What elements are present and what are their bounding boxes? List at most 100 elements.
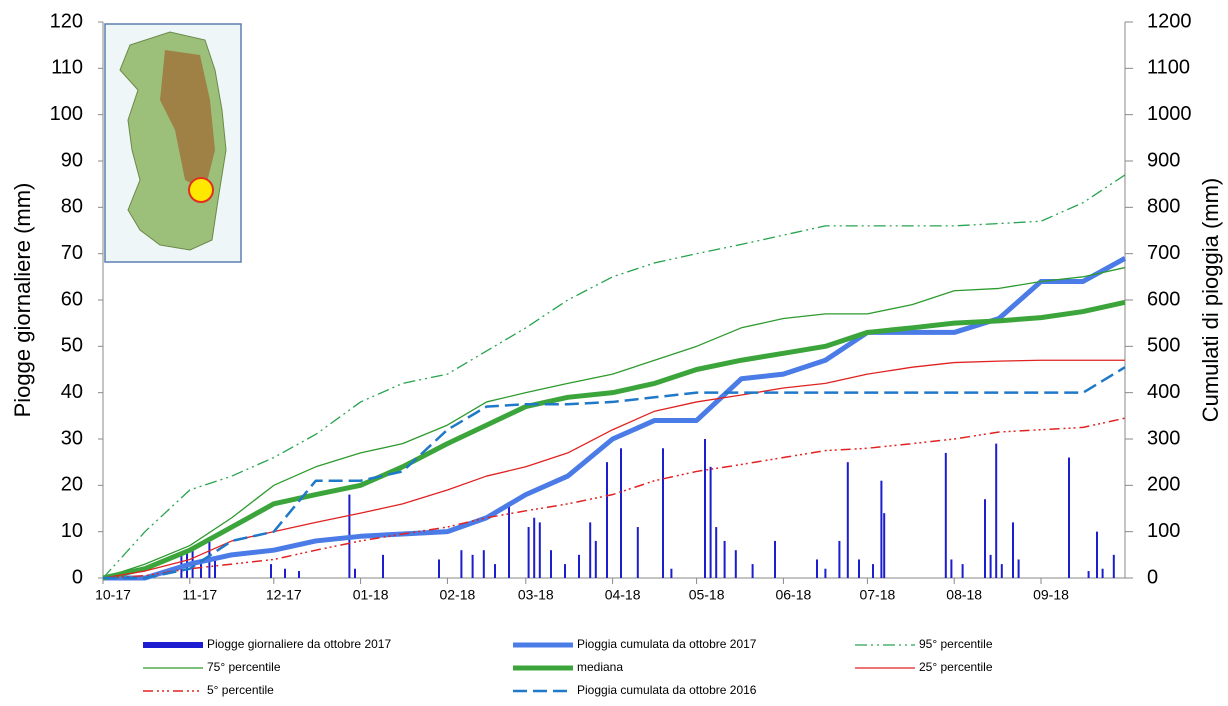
- bar: [724, 541, 726, 578]
- bar: [1088, 571, 1090, 578]
- bar: [472, 555, 474, 578]
- y2-tick-label: 1200: [1147, 10, 1192, 32]
- bar: [564, 564, 566, 578]
- bar: [528, 527, 530, 578]
- bar: [382, 555, 384, 578]
- bar: [595, 541, 597, 578]
- series-line: [103, 258, 1125, 578]
- x-tick-label: 09-18: [1033, 587, 1069, 603]
- bar: [637, 527, 639, 578]
- bar: [704, 439, 706, 578]
- bar: [539, 522, 541, 578]
- y-tick-label: 60: [61, 288, 83, 310]
- bar: [838, 541, 840, 578]
- bar: [578, 555, 580, 578]
- bar: [620, 448, 622, 578]
- map-inset: [105, 24, 241, 262]
- x-tick-label: 03-18: [518, 587, 554, 603]
- x-tick-label: 07-18: [859, 587, 895, 603]
- legend-label: Pioggia cumulata da ottobre 2017: [577, 637, 757, 651]
- bar: [438, 559, 440, 578]
- bar: [606, 462, 608, 578]
- legend-label: 95° percentile: [919, 637, 993, 651]
- bar: [858, 559, 860, 578]
- y2-tick-label: 100: [1147, 520, 1180, 542]
- bar: [735, 550, 737, 578]
- series-line: [103, 175, 1125, 578]
- y-tick-label: 50: [61, 335, 83, 357]
- legend-label: 75° percentile: [207, 660, 281, 674]
- bar: [298, 571, 300, 578]
- y2-tick-label: 0: [1147, 566, 1158, 588]
- y-tick-label: 30: [61, 427, 83, 449]
- y2-axis-title: Cumulati di pioggia (mm): [1198, 178, 1223, 423]
- y-tick-label: 90: [61, 149, 83, 171]
- legend-label: 5° percentile: [207, 683, 274, 697]
- x-tick-label: 12-17: [266, 587, 302, 603]
- bar: [1001, 564, 1003, 578]
- bar: [1096, 532, 1098, 578]
- bar: [816, 559, 818, 578]
- y2-tick-label: 200: [1147, 474, 1180, 496]
- bar: [715, 527, 717, 578]
- series-line: [103, 367, 1125, 578]
- bar: [752, 564, 754, 578]
- y2-tick-label: 400: [1147, 381, 1180, 403]
- bar: [945, 453, 947, 578]
- bar: [284, 569, 286, 578]
- bar: [270, 564, 272, 578]
- bar: [880, 481, 882, 578]
- legend-label: mediana: [577, 660, 623, 674]
- x-tick-label: 08-18: [946, 587, 982, 603]
- bar: [872, 564, 874, 578]
- bar: [460, 550, 462, 578]
- bar: [354, 569, 356, 578]
- bar: [995, 444, 997, 578]
- bar: [550, 550, 552, 578]
- y-tick-label: 100: [50, 103, 83, 125]
- x-tick-label: 10-17: [95, 587, 131, 603]
- y2-tick-label: 800: [1147, 196, 1180, 218]
- bar: [670, 569, 672, 578]
- bar: [984, 499, 986, 578]
- y2-tick-label: 900: [1147, 149, 1180, 171]
- bar: [508, 504, 510, 578]
- bar: [950, 559, 952, 578]
- x-tick-label: 06-18: [775, 587, 811, 603]
- x-tick-label: 02-18: [439, 587, 475, 603]
- bar: [533, 518, 535, 578]
- y2-tick-label: 700: [1147, 242, 1180, 264]
- y2-tick-label: 600: [1147, 288, 1180, 310]
- y-tick-label: 110: [51, 57, 83, 79]
- bar: [589, 522, 591, 578]
- y2-tick-label: 300: [1147, 427, 1180, 449]
- series-line: [103, 268, 1125, 578]
- bar: [774, 541, 776, 578]
- y-tick-label: 80: [61, 196, 83, 218]
- y2-tick-label: 1000: [1147, 103, 1192, 125]
- chart: Piogge giornaliere (mm) Cumulati di piog…: [0, 0, 1228, 701]
- bar: [494, 564, 496, 578]
- y2-tick-label: 500: [1147, 335, 1180, 357]
- bar: [824, 569, 826, 578]
- bar: [662, 448, 664, 578]
- x-tick-label: 04-18: [605, 587, 641, 603]
- y-tick-label: 40: [61, 381, 83, 403]
- bar: [200, 564, 202, 578]
- bar: [962, 564, 964, 578]
- x-tick-label: 11-17: [182, 587, 217, 603]
- y-tick-label: 10: [61, 520, 83, 542]
- legend-label: 25° percentile: [919, 660, 993, 674]
- bar: [883, 513, 885, 578]
- bar: [1102, 569, 1104, 578]
- bar: [1012, 522, 1014, 578]
- bar: [847, 462, 849, 578]
- bar: [1018, 559, 1020, 578]
- y-axis-title: Piogge giornaliere (mm): [10, 183, 35, 418]
- x-tick-label: 05-18: [689, 587, 725, 603]
- bar: [990, 555, 992, 578]
- y-tick-label: 0: [72, 566, 83, 588]
- bar: [710, 467, 712, 578]
- legend-label: Piogge giornaliere da ottobre 2017: [207, 637, 391, 651]
- x-tick-label: 01-18: [353, 587, 389, 603]
